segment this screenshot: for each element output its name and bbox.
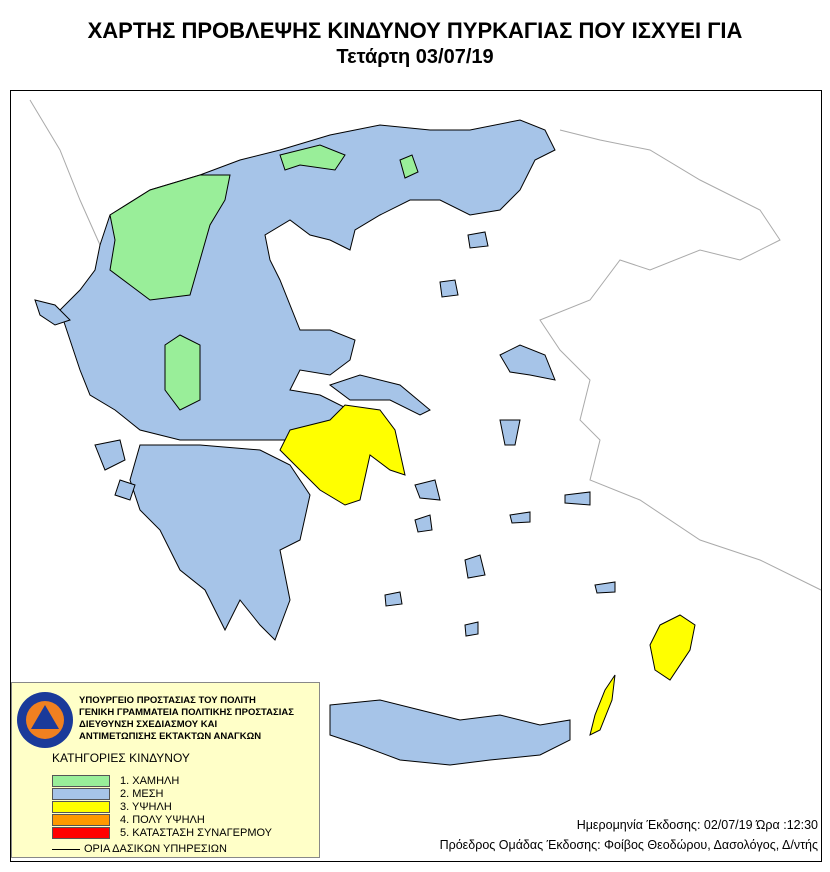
island-naxos <box>464 554 486 579</box>
legend-item-high: 3. ΥΨΗΛΗ <box>52 801 172 813</box>
island-santorini <box>464 621 479 637</box>
island-lemnos <box>467 231 489 249</box>
island-samos <box>564 491 591 506</box>
region-pindus-low <box>164 334 201 411</box>
region-drama-low <box>399 154 419 179</box>
island-thasos <box>439 279 459 298</box>
legend-item-borders: ΟΡΙΑ ΔΑΣΙΚΩΝ ΥΠΗΡΕΣΙΩΝ <box>52 843 227 855</box>
org-line: ΓΕΝΙΚΗ ΓΡΑΜΜΑΤΕΙΑ ΠΟΛΙΤΙΚΗΣ ΠΡΟΣΤΑΣΙΑΣ <box>79 707 294 718</box>
island-milos <box>384 591 403 607</box>
legend-swatch <box>52 814 110 826</box>
legend-swatch <box>52 801 110 813</box>
organization-name: ΥΠΟΥΡΓΕΙΟ ΠΡΟΣΤΑΣΙΑΣ ΤΟΥ ΠΟΛΙΤΗ ΓΕΝΙΚΗ Γ… <box>79 695 294 743</box>
region-karpathos-high <box>589 674 616 736</box>
albania-border <box>29 99 101 246</box>
region-euboea-medium <box>328 374 431 416</box>
map-date: Τετάρτη 03/07/19 <box>336 46 494 68</box>
org-line: ΥΠΟΥΡΓΕΙΟ ΠΡΟΣΤΑΣΙΑΣ ΤΟΥ ΠΟΛΙΤΗ <box>79 695 256 706</box>
region-attica-high <box>279 404 406 506</box>
legend-label: 1. ΧΑΜΗΛΗ <box>120 775 180 787</box>
legend-swatch <box>52 788 110 800</box>
legend-swatch <box>52 827 110 839</box>
map-title: ΧΑΡΤΗΣ ΠΡΟΒΛΕΨΗΣ ΚΙΝΔΥΝΟΥ ΠΥΡΚΑΓΙΑΣ ΠΟΥ … <box>87 18 743 43</box>
legend-label: 2. ΜΕΣΗ <box>120 788 164 800</box>
legend-item-alert: 5. ΚΑΤΑΣΤΑΣΗ ΣΥΝΑΓΕΡΜΟΥ <box>52 827 272 839</box>
legend-item-very-high: 4. ΠΟΛΥ ΥΨΗΛΗ <box>52 814 205 826</box>
legend-panel: ΥΠΟΥΡΓΕΙΟ ΠΡΟΣΤΑΣΙΑΣ ΤΟΥ ΠΟΛΙΤΗ ΓΕΝΙΚΗ Γ… <box>11 682 320 858</box>
island-chios <box>499 419 521 446</box>
turkey-coastline <box>539 129 822 591</box>
island-kefalonia <box>94 439 126 471</box>
island-corfu <box>34 299 71 326</box>
region-northwest-low <box>109 174 231 301</box>
issue-date: Ημερομηνία Έκδοσης: 02/07/19 Ώρα :12:30 <box>576 818 818 832</box>
legend-item-low: 1. ΧΑΜΗΛΗ <box>52 775 179 787</box>
island-andros <box>414 514 433 533</box>
island-kos <box>594 581 616 594</box>
legend-label: 5. ΚΑΤΑΣΤΑΣΗ ΣΥΝΑΓΕΡΜΟΥ <box>120 827 273 839</box>
civil-protection-logo <box>17 692 73 748</box>
legend-label: 3. ΥΨΗΛΗ <box>120 801 172 813</box>
legend-title: ΚΑΤΗΓΟΡΙΕΣ ΚΙΝΔΥΝΟΥ <box>52 751 190 765</box>
island-skyros <box>414 479 441 501</box>
region-crete-medium <box>329 699 571 766</box>
region-peloponnese-medium <box>129 444 311 641</box>
org-line: ΑΝΤΙΜΕΤΩΠΙΣΗΣ ΕΚΤΑΚΤΩΝ ΑΝΑΓΚΩΝ <box>79 731 262 742</box>
legend-item-medium: 2. ΜΕΣΗ <box>52 788 163 800</box>
org-line: ΔΙΕΥΘΥΝΣΗ ΣΧΕΔΙΑΣΜΟΥ ΚΑΙ <box>79 719 218 730</box>
map-frame <box>10 90 822 862</box>
legend-label: 4. ΠΟΛΥ ΥΨΗΛΗ <box>120 814 205 826</box>
legend-label: ΟΡΙΑ ΔΑΣΙΚΩΝ ΥΠΗΡΕΣΙΩΝ <box>84 843 227 855</box>
region-north-low <box>279 144 346 171</box>
region-rhodes-high <box>649 614 696 681</box>
island-zakynthos <box>114 479 136 501</box>
border-line-swatch <box>52 848 80 850</box>
island-ikaria <box>509 511 531 524</box>
island-lesvos <box>499 344 556 381</box>
issuer: Πρόεδρος Ομάδας Έκδοσης: Φοίβος Θεοδώρου… <box>439 838 818 852</box>
legend-swatch <box>52 775 110 787</box>
